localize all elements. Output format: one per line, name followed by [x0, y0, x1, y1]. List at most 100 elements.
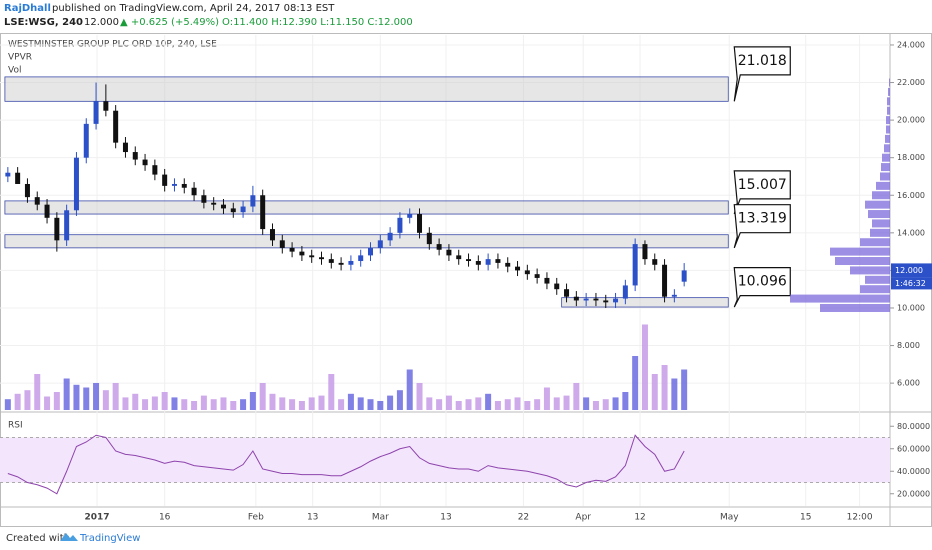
- rsi-line: [7, 434, 685, 495]
- volume-bar: [426, 397, 433, 410]
- volume-bar: [465, 399, 472, 410]
- x-tick-label: 16: [159, 513, 171, 523]
- zone-label: 21.018: [738, 53, 787, 69]
- zone-label: 10.096: [738, 274, 787, 290]
- volume-bar: [249, 392, 256, 410]
- volume-bar: [514, 397, 521, 410]
- candle-body: [681, 270, 687, 282]
- volume-bar: [181, 399, 188, 410]
- footer-brand[interactable]: TradingView: [79, 533, 140, 544]
- vpvr-bar: [860, 238, 890, 247]
- vpvr-bar: [830, 247, 890, 256]
- zone: [4, 200, 729, 215]
- volume-bar: [416, 383, 423, 410]
- volume-bar: [524, 401, 531, 410]
- candle-body: [34, 197, 40, 205]
- footer: Created with TradingView: [6, 533, 140, 544]
- footer-text: Created with: [6, 533, 70, 544]
- volume-bar: [485, 393, 492, 410]
- rsi-band: [0, 437, 890, 483]
- vpvr-bar: [882, 153, 890, 162]
- countdown-box: [891, 277, 932, 290]
- candle-body: [593, 298, 599, 301]
- x-tick-label: 15: [800, 513, 811, 523]
- zone: [4, 76, 729, 102]
- volume-bar: [289, 399, 296, 410]
- candle-body: [309, 255, 315, 258]
- volume-bar: [102, 390, 109, 410]
- vpvr-bar: [790, 294, 890, 303]
- candle-body: [289, 247, 295, 252]
- volume-bar: [83, 387, 90, 410]
- volume-bar: [308, 397, 315, 410]
- zone-callout: [733, 267, 791, 308]
- vpvr-bar: [889, 78, 890, 87]
- volume-bar: [661, 365, 668, 410]
- volume-bar: [406, 369, 413, 410]
- candle-body: [83, 123, 89, 158]
- volume-bar: [132, 393, 139, 410]
- candle-body: [407, 214, 413, 218]
- vpvr-bar: [872, 219, 890, 228]
- volume-bar: [543, 387, 550, 410]
- zone: [561, 297, 729, 308]
- last-price-box: [891, 263, 932, 278]
- candle-body: [475, 261, 481, 265]
- volume-bar: [151, 396, 158, 410]
- volume-bar: [651, 374, 658, 410]
- volume-bar: [357, 397, 364, 410]
- candle-body: [426, 232, 432, 245]
- volume-bar: [387, 395, 394, 410]
- vpvr-bar: [872, 191, 890, 200]
- y-tick-label: 14.000: [897, 228, 925, 237]
- candle-body: [642, 244, 648, 260]
- volume-bar: [171, 397, 178, 410]
- candle-body: [269, 229, 275, 241]
- candle-body: [662, 264, 668, 297]
- candle-body: [446, 249, 452, 256]
- candle-body: [652, 259, 658, 265]
- candle-body: [250, 195, 256, 207]
- candle-body: [24, 183, 30, 198]
- candle-body: [113, 110, 119, 143]
- y-tick-label: 16.000: [897, 191, 925, 200]
- volume-bar: [328, 374, 335, 410]
- volume-bar: [338, 399, 345, 410]
- vpvr-bar: [884, 144, 890, 153]
- candle-body: [93, 101, 99, 124]
- y-tick-label: 18.000: [897, 153, 925, 162]
- zone-callout: [733, 46, 791, 102]
- volume-bar: [122, 397, 129, 410]
- candle-body: [485, 259, 491, 265]
- author[interactable]: RajDhall: [4, 3, 51, 14]
- indicator: Vol: [8, 66, 21, 76]
- candle-body: [299, 251, 305, 256]
- candle-body: [122, 142, 128, 153]
- candle-body: [211, 202, 217, 205]
- candle-body: [534, 274, 540, 278]
- volume-bar: [455, 401, 462, 410]
- volume-bar: [63, 378, 70, 410]
- volume-bar: [396, 390, 403, 410]
- volume-bar: [622, 392, 629, 410]
- candle-body: [397, 217, 403, 233]
- logo: [60, 533, 78, 541]
- vpvr-bar: [888, 87, 890, 96]
- volume-bar: [93, 383, 100, 410]
- candle-body: [348, 261, 354, 265]
- candle-body: [162, 174, 168, 186]
- x-tick-label: 13: [440, 513, 451, 523]
- volume-bar: [240, 399, 247, 410]
- volume-bar: [191, 401, 198, 410]
- candle-body: [671, 294, 677, 297]
- symbol: LSE:WSG, 240: [4, 17, 83, 28]
- zone: [4, 234, 729, 249]
- y-tick-label: 60.0000: [897, 444, 930, 453]
- candle-body: [436, 244, 442, 250]
- volume-bar: [279, 397, 286, 410]
- x-tick-label: 12:00: [847, 513, 873, 523]
- candle-body: [573, 296, 579, 301]
- zone-callout: [733, 204, 791, 249]
- candle-body: [142, 159, 148, 166]
- candle-body: [515, 266, 521, 271]
